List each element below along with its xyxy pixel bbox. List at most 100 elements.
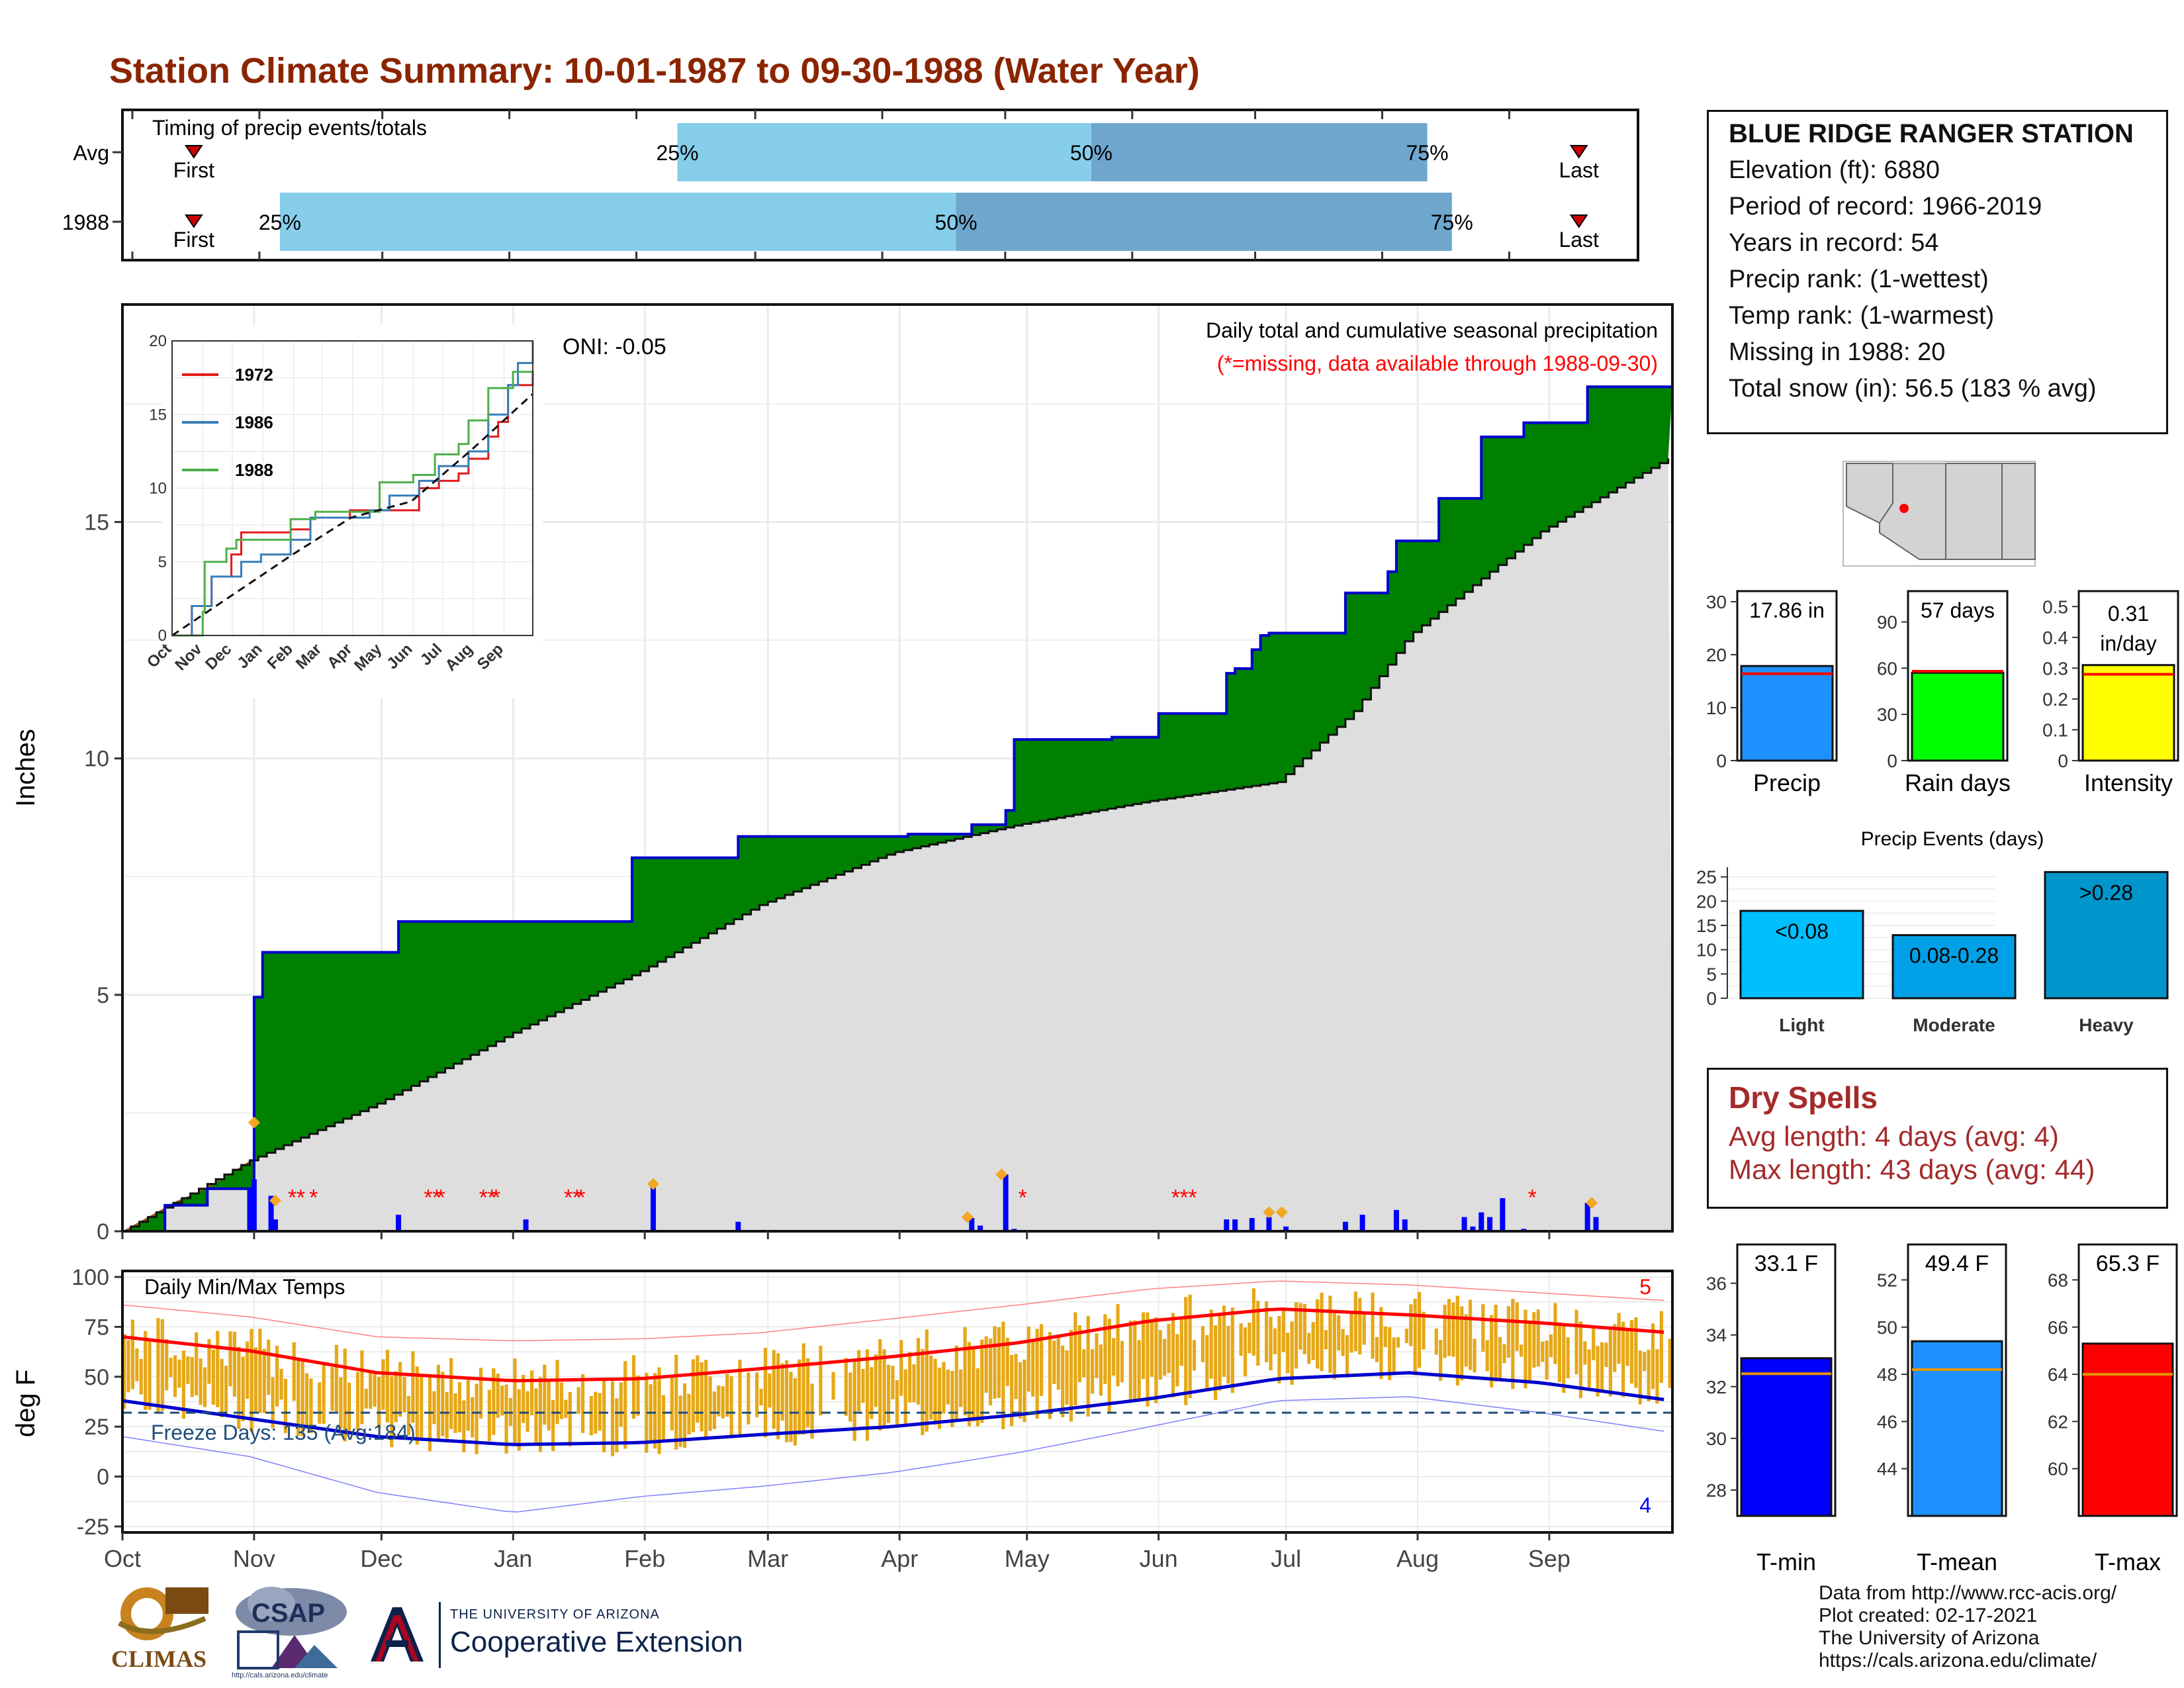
- daily-temp-bar: [411, 1351, 415, 1423]
- stat-ytick-label: 46: [1877, 1411, 1897, 1432]
- temp-frame: [121, 1270, 1674, 1534]
- timing-first-label: First: [173, 158, 214, 182]
- daily-temp-bar: [725, 1374, 729, 1417]
- station-precip-rank: Precip rank: (1-wettest): [1729, 265, 1989, 293]
- inset-ytick-label: 5: [158, 553, 167, 571]
- daily-temp-bar: [882, 1349, 886, 1428]
- stat-ytick-label: 34: [1706, 1325, 1727, 1346]
- year-cumulative-line: [122, 385, 1672, 1233]
- stat-bar: [1911, 671, 2005, 762]
- daily-precip-bar: [1266, 1217, 1272, 1231]
- csap-logo[interactable]: CSAP http://cals.arizona.edu/climate: [232, 1585, 351, 1685]
- daily-temp-bar: [903, 1369, 907, 1424]
- stat-value-label: 65.3 F: [2096, 1251, 2160, 1276]
- missing-marker: *: [1179, 1186, 1188, 1211]
- daily-precip-bar: [251, 1179, 257, 1231]
- daily-precip-bar: [268, 1196, 274, 1231]
- daily-temp-bar: [130, 1319, 135, 1389]
- daily-precip-bar: [1487, 1217, 1493, 1231]
- daily-temp-bar: [1179, 1319, 1183, 1366]
- daily-temp-bar: [1659, 1311, 1663, 1383]
- daily-temp-bar: [1592, 1325, 1596, 1360]
- daily-temp-bar: [169, 1358, 173, 1378]
- stat-value-unit: in/day: [2100, 632, 2156, 655]
- daily-temp-bar: [253, 1347, 258, 1413]
- stat-ytick-label: 0.2: [2042, 689, 2068, 710]
- daily-temp-bar: [1634, 1317, 1638, 1388]
- daily-temp-bar: [564, 1399, 568, 1419]
- daily-temp-bar: [1643, 1352, 1647, 1372]
- daily-temp-bar: [1578, 1321, 1583, 1399]
- stat-ytick-label: 0.4: [2042, 628, 2068, 648]
- temp-chart-title: Daily Min/Max Temps: [144, 1275, 345, 1299]
- stat-ytick-label: 0.3: [2042, 658, 2068, 679]
- temp-ytick-label: 50: [84, 1365, 109, 1390]
- inset-ytick-label: 10: [149, 480, 167, 498]
- timing-last-marker: [1569, 145, 1588, 159]
- daily-temp-bar: [406, 1395, 411, 1436]
- daily-temp-bar: [1214, 1325, 1218, 1400]
- stat-value-label: 0.31: [2108, 602, 2149, 626]
- timing-p25-label: 25%: [656, 141, 698, 165]
- daily-temp-bar: [806, 1358, 810, 1428]
- timing-bar-25-50: [677, 123, 1091, 181]
- daily-temp-bar: [369, 1371, 373, 1409]
- ua-cooperative-extension-logo[interactable]: THE UNIVERSITY OF ARIZONA Cooperative Ex…: [361, 1602, 745, 1668]
- daily-temp-bar: [300, 1360, 304, 1436]
- climas-logo[interactable]: CLIMAS: [106, 1582, 218, 1678]
- daily-temp-bar: [559, 1382, 564, 1419]
- daily-temp-bar: [1158, 1330, 1162, 1380]
- daily-temp-bar: [241, 1356, 245, 1421]
- daily-temp-bar: [173, 1355, 177, 1397]
- temp-ytick-label: 25: [84, 1415, 109, 1440]
- daily-temp-bar: [1099, 1344, 1103, 1396]
- daily-temp-bar: [678, 1395, 682, 1447]
- daily-temp-bar: [203, 1367, 207, 1407]
- inset-ytick-label: 20: [149, 332, 167, 350]
- daily-temp-bar: [347, 1382, 351, 1432]
- daily-temp-bar: [1455, 1295, 1459, 1385]
- daily-temp-bar: [555, 1360, 559, 1425]
- station-period: Period of record: 1966-2019: [1729, 193, 2042, 220]
- daily-temp-bar: [547, 1379, 551, 1430]
- daily-temp-bar: [1566, 1337, 1570, 1379]
- daily-temp-bar: [445, 1392, 449, 1439]
- daily-temp-bar: [946, 1370, 950, 1405]
- daily-precip-bar: [978, 1225, 983, 1231]
- station-missing: Missing in 1988: 20: [1729, 338, 1946, 366]
- daily-temp-bar: [1175, 1334, 1179, 1387]
- daily-precip-bar: [1479, 1212, 1484, 1231]
- month-tick-label: Jan: [494, 1545, 532, 1572]
- daily-temp-bar: [1128, 1320, 1132, 1400]
- daily-temp-bar: [1163, 1338, 1167, 1376]
- daily-temp-bar: [415, 1366, 419, 1445]
- daily-temp-bar: [1621, 1321, 1625, 1397]
- stat-bar: [1740, 665, 1834, 762]
- daily-temp-bar: [538, 1377, 543, 1452]
- daily-precip-bar: [1224, 1219, 1230, 1231]
- daily-temp-bar: [394, 1371, 398, 1423]
- precip-ytick-label: 15: [84, 510, 109, 536]
- daily-temp-bar: [729, 1376, 733, 1438]
- dry-spells-box: Dry Spells Avg length: 4 days (avg: 4) M…: [1707, 1068, 2168, 1209]
- daily-temp-bar: [1218, 1315, 1222, 1391]
- daily-temp-bar: [857, 1350, 861, 1412]
- daily-temp-bar: [271, 1377, 275, 1429]
- daily-temp-bar: [441, 1372, 445, 1436]
- daily-temp-bar: [589, 1395, 594, 1436]
- timing-title: Timing of precip events/totals: [152, 116, 427, 140]
- daily-temp-bar: [776, 1353, 780, 1440]
- events-ytick-label: 0: [1706, 988, 1717, 1009]
- daily-temp-bar: [993, 1326, 997, 1399]
- daily-temp-bar: [432, 1391, 436, 1425]
- daily-temp-bar: [1230, 1307, 1234, 1393]
- events-bar-label: >0.28: [2079, 880, 2133, 904]
- daily-temp-bar: [1520, 1344, 1524, 1357]
- daily-temp-bar: [1587, 1349, 1591, 1387]
- daily-precip-bar: [735, 1221, 741, 1231]
- daily-temp-bar: [819, 1345, 823, 1416]
- stat-value-label: 33.1 F: [1754, 1251, 1818, 1276]
- daily-temp-bar: [712, 1391, 717, 1429]
- daily-temp-bar: [772, 1350, 776, 1429]
